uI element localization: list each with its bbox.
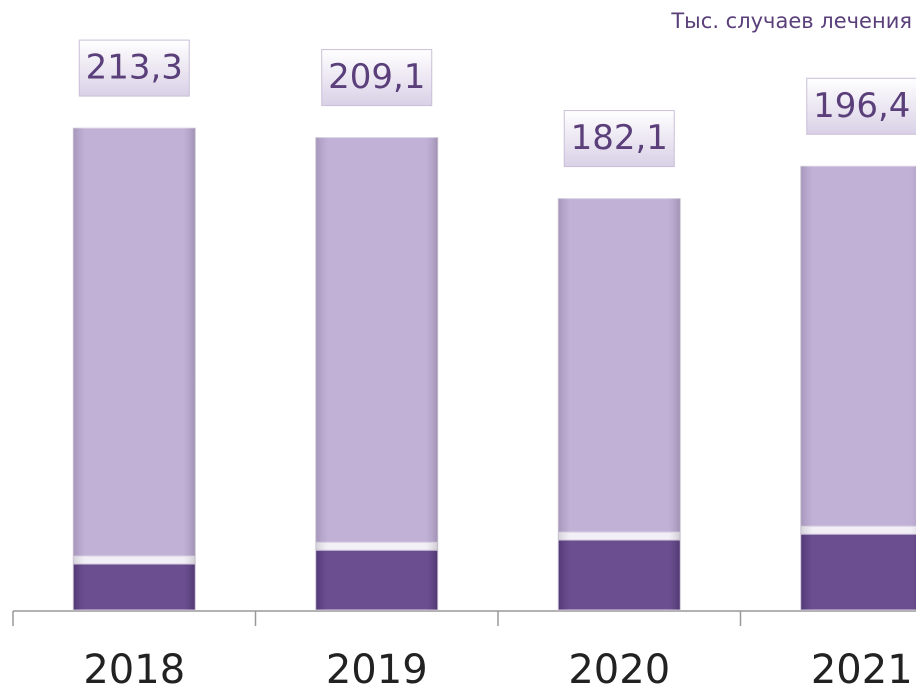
bar-shade <box>800 526 916 535</box>
bar-shade <box>73 556 196 564</box>
bar-shade <box>73 128 196 557</box>
bar-shade <box>558 532 681 540</box>
x-tick-label: 2021 <box>811 647 913 692</box>
bar-shade <box>558 539 681 610</box>
bar-shade <box>315 542 438 551</box>
total-box <box>321 49 433 107</box>
total-label: 182,1 <box>571 118 668 158</box>
x-tick-label: 2020 <box>568 647 670 692</box>
total-label: 213,3 <box>86 48 183 88</box>
bar-shade <box>315 550 438 610</box>
bar-shade <box>558 198 681 533</box>
bar-shade <box>800 166 916 527</box>
x-tick-label: 2019 <box>326 647 428 692</box>
bar-shade <box>315 137 438 543</box>
total-box <box>563 110 675 168</box>
bar-shade <box>800 534 916 610</box>
bar-shade <box>73 563 196 610</box>
total-label: 196,4 <box>813 86 910 126</box>
x-tick-label: 2018 <box>83 647 185 692</box>
unit-label: Тыс. случаев лечения <box>670 9 912 33</box>
total-box <box>78 39 190 97</box>
total-label: 209,1 <box>328 57 425 97</box>
total-box <box>806 77 916 135</box>
